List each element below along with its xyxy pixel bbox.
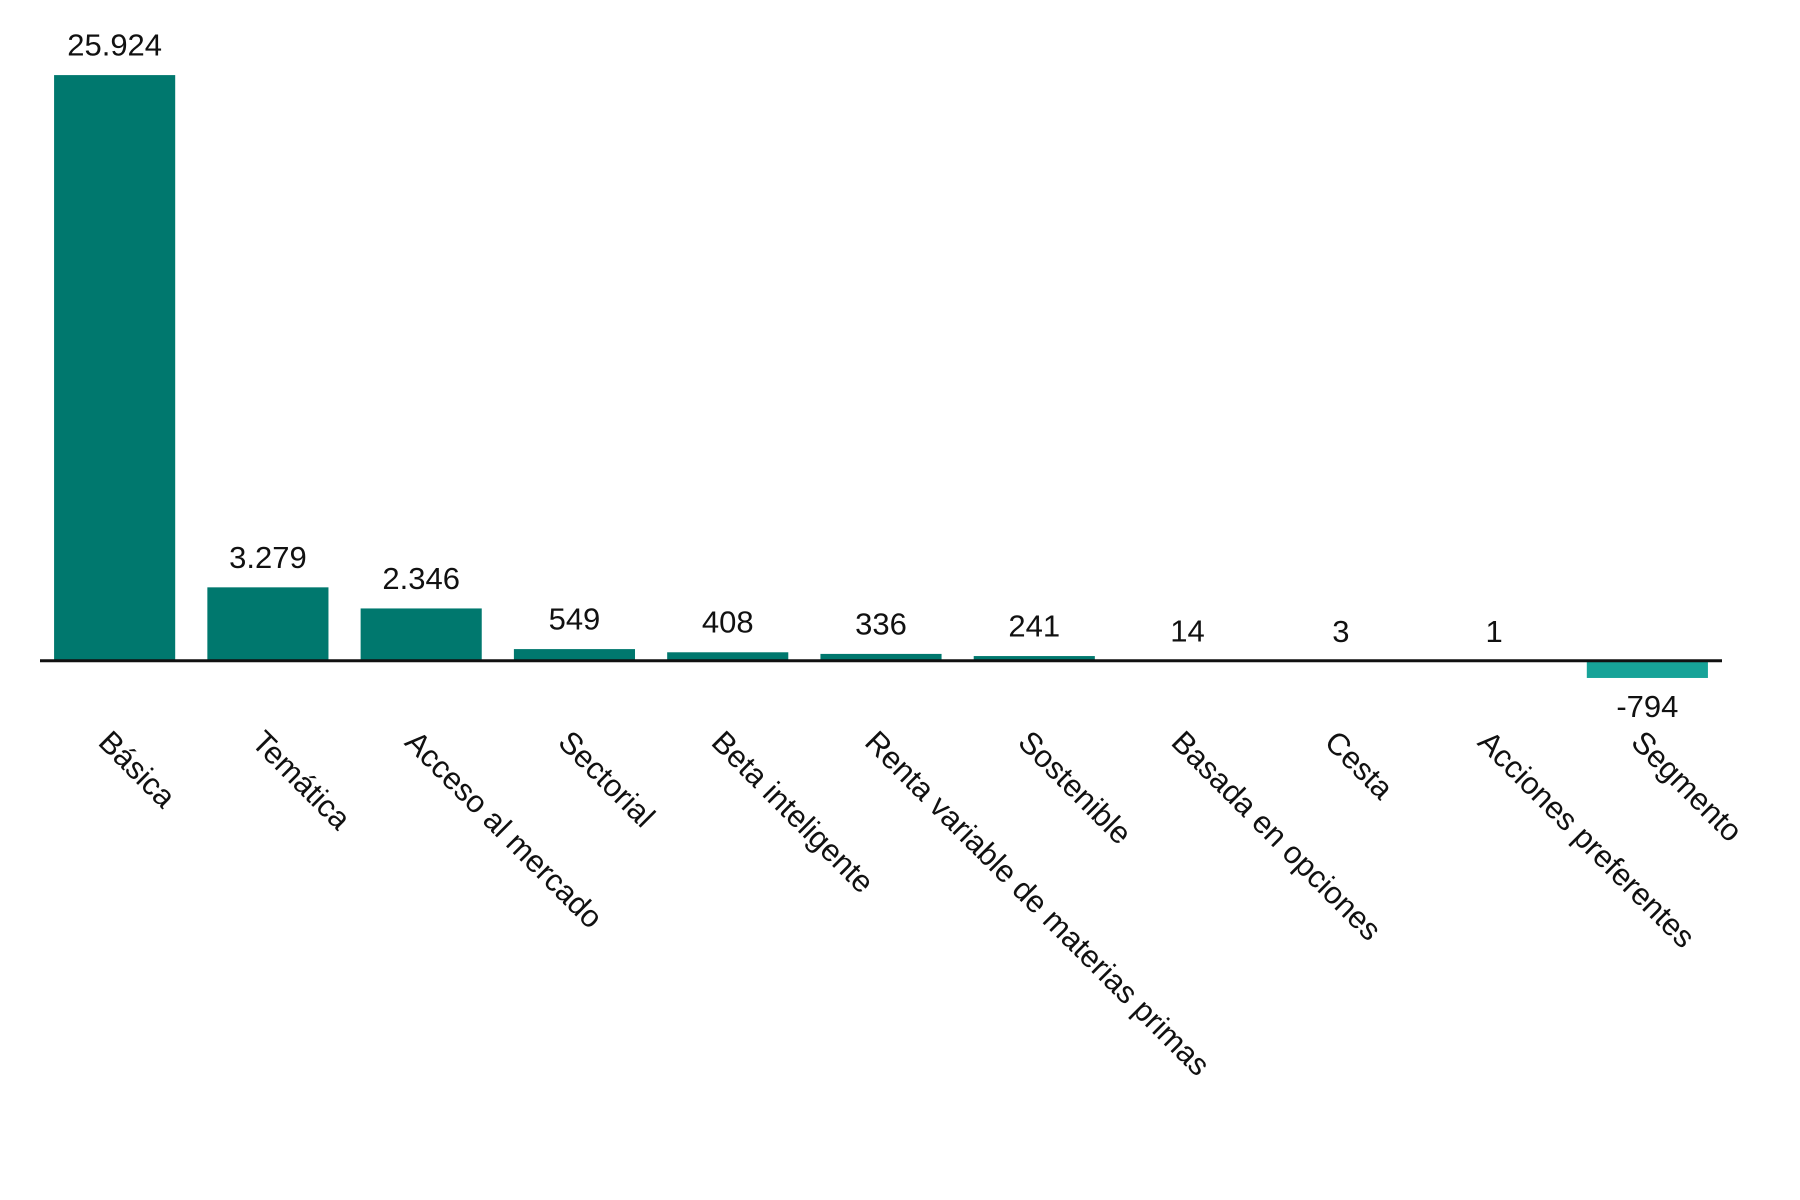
value-label: 241 [1008,608,1060,643]
bar [52,73,177,662]
bar [1585,660,1710,680]
x-tick-label: Básica [92,724,183,815]
x-tick-label: Renta variable de materias primas [858,724,1217,1083]
value-label: 3 [1332,614,1349,649]
x-tick-label: Beta inteligente [705,724,881,900]
value-label: 336 [855,606,907,641]
x-tick-label: Sectorial [552,724,662,834]
x-tick-label: Cesta [1318,724,1401,807]
bar [512,647,637,662]
value-label: 14 [1170,614,1204,649]
value-label: 25.924 [67,28,162,63]
value-label: 1 [1485,614,1502,649]
value-label: 2.346 [382,561,460,596]
value-label: 549 [549,602,601,637]
value-label: -794 [1616,689,1678,724]
value-label: 3.279 [229,540,307,575]
x-tick-label: Segmento [1625,724,1750,849]
x-tick-label: Temática [245,724,358,837]
bar [205,585,330,662]
x-tick-label: Sostenible [1012,724,1139,851]
bar [359,606,484,662]
value-label: 408 [702,605,754,640]
